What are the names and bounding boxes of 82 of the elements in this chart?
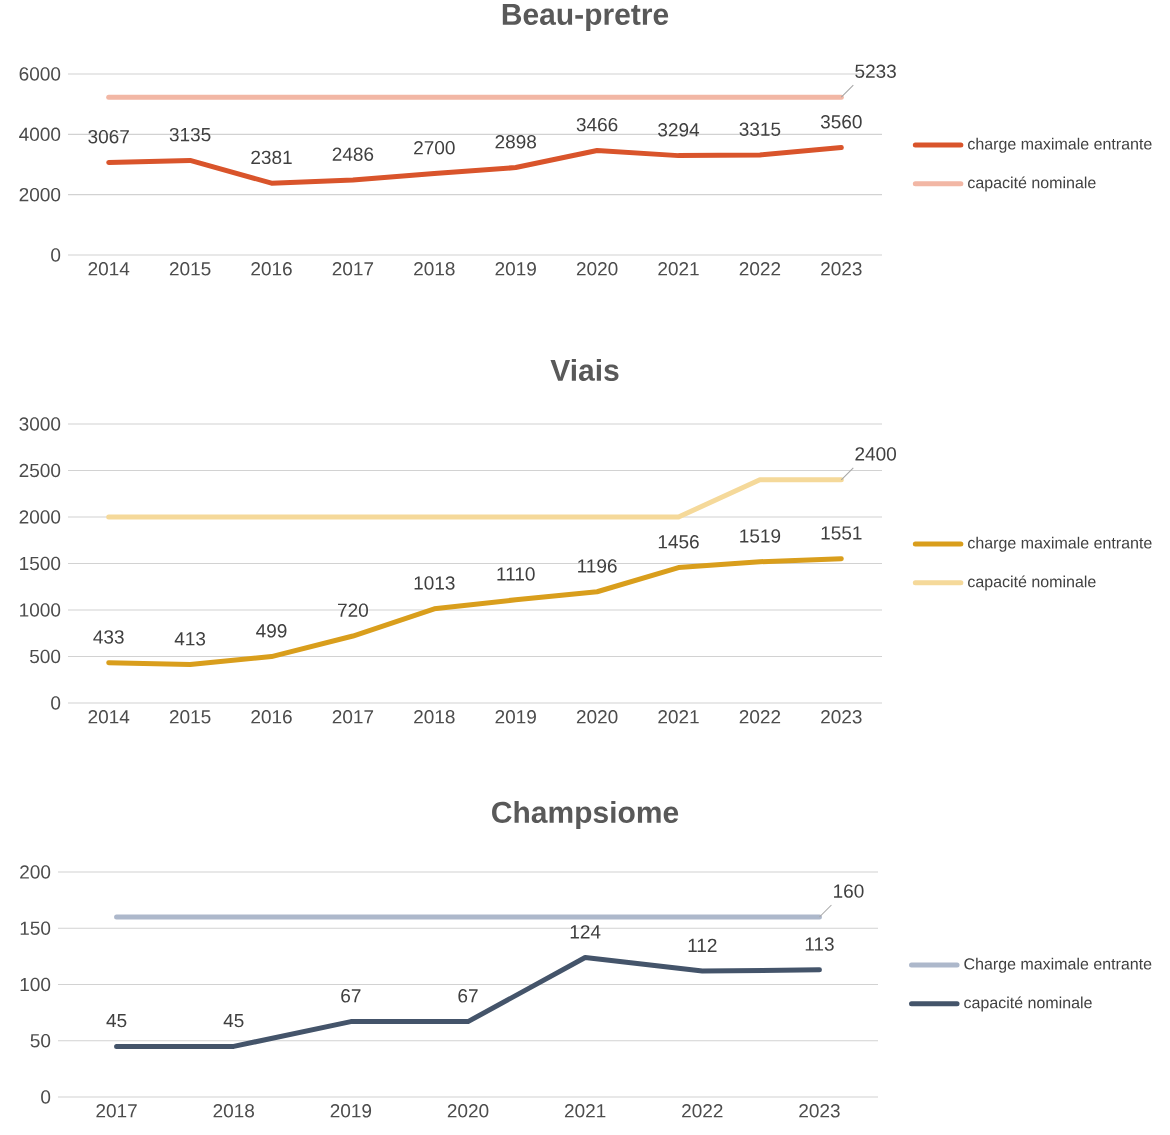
x-tick-label: 2019: [495, 262, 536, 276]
chart-title: Champsiome: [492, 800, 679, 829]
x-tick-label: 2023: [821, 710, 862, 724]
y-tick-label: 500: [29, 649, 61, 664]
data-label: 2400: [855, 447, 896, 461]
y-tick-label: 0: [41, 1090, 51, 1104]
x-tick-label: 2021: [658, 710, 699, 724]
x-tick-label: 2018: [213, 1104, 255, 1118]
data-label: 1013: [414, 576, 455, 590]
legend-label: capacité nominale: [968, 176, 1096, 192]
y-tick-label: 1500: [20, 556, 61, 571]
x-tick-label: 2015: [169, 710, 211, 724]
x-tick-label: 2020: [576, 262, 618, 276]
data-label: 45: [106, 1014, 127, 1028]
data-label: 433: [93, 630, 124, 644]
data-label: 720: [338, 603, 368, 617]
x-tick-label: 2015: [169, 262, 211, 276]
x-tick-label: 2014: [88, 710, 130, 724]
x-tick-label: 2022: [682, 1104, 723, 1118]
data-label: 499: [256, 624, 287, 638]
x-tick-label: 2016: [251, 710, 292, 724]
data-label: 160: [834, 884, 864, 898]
legend-label: charge maximale entrante: [968, 137, 1152, 153]
y-tick-label: 2500: [19, 463, 61, 478]
data-label: 1110: [497, 567, 535, 581]
data-label: 1196: [578, 559, 617, 573]
x-tick-label: 2014: [88, 262, 130, 276]
x-tick-label: 2023: [799, 1104, 840, 1118]
x-tick-label: 2017: [96, 1104, 137, 1118]
x-tick-label: 2022: [739, 710, 781, 724]
y-tick-label: 3000: [19, 417, 61, 431]
data-label: 2381: [251, 150, 292, 165]
chart-title: Beau-pretre: [502, 4, 669, 31]
x-tick-label: 2020: [447, 1104, 489, 1118]
legend-label: Charge maximale entrante: [964, 957, 1152, 973]
x-tick-label: 2018: [414, 262, 455, 276]
x-tick-label: 2020: [576, 710, 618, 724]
legend-label: charge maximale entrante: [968, 536, 1152, 552]
data-label: 112: [688, 938, 717, 952]
y-tick-label: 2000: [19, 510, 61, 524]
x-tick-label: 2022: [739, 262, 781, 276]
data-label: 3294: [658, 123, 700, 137]
data-label: 67: [458, 989, 478, 1003]
y-tick-label: 100: [20, 977, 51, 992]
y-tick-label: 6000: [19, 67, 61, 81]
data-label: 67: [341, 989, 361, 1003]
x-tick-label: 2018: [414, 710, 455, 724]
data-label: 2486: [332, 147, 374, 161]
data-label: 1551: [821, 526, 862, 540]
x-tick-label: 2021: [658, 262, 699, 276]
legend-label: capacité nominale: [968, 575, 1096, 591]
y-tick-label: 4000: [19, 127, 61, 142]
chart-title: Viais: [550, 358, 619, 381]
data-label: 113: [805, 937, 834, 951]
data-label: 3135: [169, 127, 211, 142]
x-tick-label: 2021: [564, 1104, 606, 1118]
y-tick-label: 150: [20, 921, 51, 935]
x-tick-label: 2019: [330, 1104, 372, 1118]
x-tick-label: 2023: [821, 262, 862, 276]
data-label: 1456: [658, 535, 699, 549]
x-tick-label: 2019: [495, 710, 536, 724]
data-label: 1519: [740, 529, 781, 543]
data-label: 124: [570, 925, 601, 939]
data-label: 2700: [414, 141, 455, 155]
y-tick-label: 200: [20, 865, 51, 879]
data-label: 413: [174, 632, 206, 646]
data-label: 3067: [88, 129, 129, 144]
data-label: 5233: [855, 64, 896, 78]
y-tick-label: 0: [51, 248, 61, 262]
data-label: 3466: [576, 117, 618, 132]
x-tick-label: 2017: [332, 710, 374, 724]
x-tick-label: 2016: [251, 262, 292, 276]
data-label: 3560: [820, 115, 862, 129]
legend-label: capacité nominale: [964, 996, 1092, 1012]
data-label: 3315: [739, 122, 781, 136]
data-label: 45: [223, 1014, 244, 1028]
data-label: 2898: [495, 135, 537, 149]
y-tick-label: 1000: [20, 603, 61, 617]
y-tick-label: 2000: [19, 187, 61, 202]
y-tick-label: 0: [51, 696, 61, 710]
y-tick-label: 50: [30, 1034, 51, 1048]
x-tick-label: 2017: [332, 262, 374, 276]
